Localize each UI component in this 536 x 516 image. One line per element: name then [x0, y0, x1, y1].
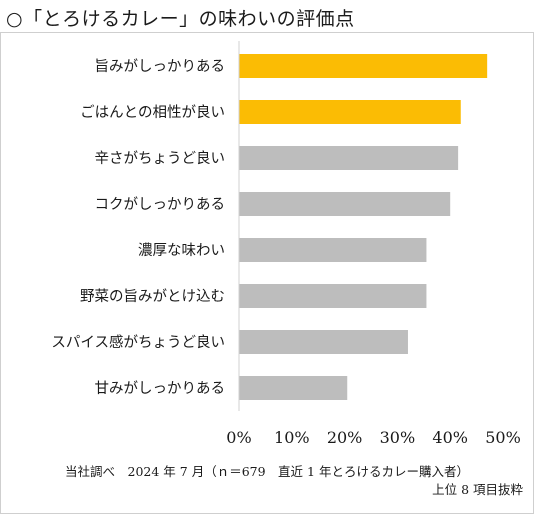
bar [239, 146, 459, 170]
footnote-note: 上位 8 項目抜粋 [432, 482, 523, 497]
category-label: 濃厚な味わい [138, 242, 225, 259]
bar [239, 192, 451, 216]
bar [239, 100, 461, 124]
bar [239, 330, 408, 354]
x-tick-label: 50% [485, 428, 521, 447]
bar-chart: 旨みがしっかりあるごはんとの相性が良い辛さがちょうど良いコクがしっかりある濃厚な… [51, 41, 521, 447]
category-label: 辛さがちょうど良い [95, 150, 226, 167]
category-label: コクがしっかりある [95, 196, 226, 213]
x-tick-label: 20% [327, 428, 363, 447]
x-tick-label: 10% [274, 428, 310, 447]
category-label: 甘みがしっかりある [95, 380, 226, 397]
category-label: スパイス感がちょうど良い [51, 334, 225, 351]
category-label: 旨みがしっかりある [95, 58, 226, 75]
bar [239, 54, 488, 78]
bar [239, 238, 427, 262]
footnote-source: 当社調べ 2024 年 7 月（ｎ＝679 直近 1 年とろけるカレー購入者） [65, 464, 469, 479]
category-label: 野菜の旨みがとけ込む [80, 288, 225, 305]
x-tick-label: 30% [380, 428, 416, 447]
footnote: 当社調べ 2024 年 7 月（ｎ＝679 直近 1 年とろけるカレー購入者） … [1, 463, 533, 499]
x-tick-label: 0% [226, 428, 251, 447]
category-label: ごはんとの相性が良い [80, 104, 225, 121]
chart-frame: 旨みがしっかりあるごはんとの相性が良い辛さがちょうど良い コクがしっかりある濃厚な… [0, 32, 534, 514]
page-title: ○「とろけるカレー」の味わいの評価点 [6, 8, 355, 30]
x-tick-label: 40% [432, 428, 468, 447]
bar [239, 284, 427, 308]
bar [239, 376, 348, 400]
